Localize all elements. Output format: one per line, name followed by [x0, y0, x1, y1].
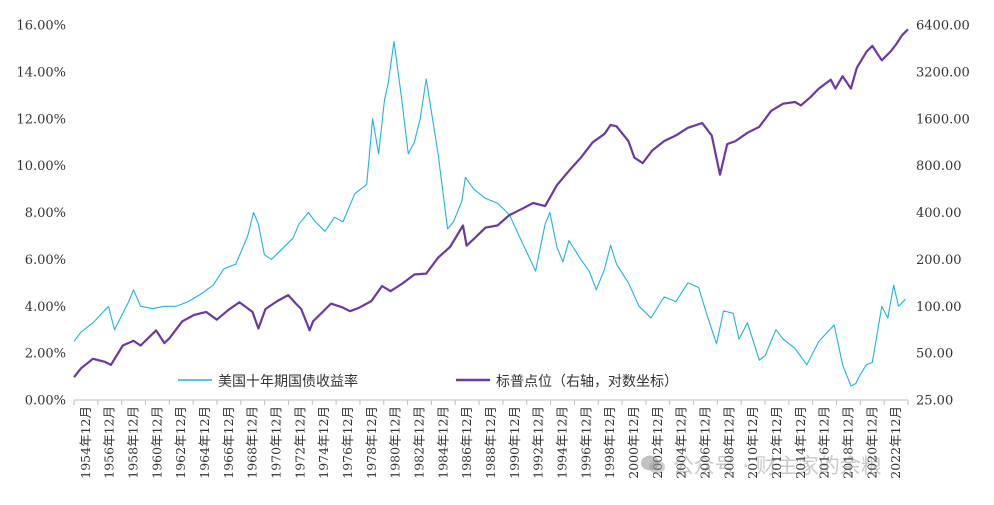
left-tick-label: 0.00% — [25, 394, 66, 409]
series-line-treasury-yield — [73, 40, 906, 387]
x-tick-label: 1972年12月 — [292, 406, 307, 479]
legend: 美国十年期国债收益率 标普点位（右轴，对数坐标） — [178, 373, 678, 390]
x-tick-label: 1994年12月 — [554, 406, 569, 479]
x-tick-label: 1980年12月 — [388, 406, 403, 479]
x-tick-label: 1986年12月 — [459, 406, 474, 479]
x-tick-label: 1988年12月 — [483, 406, 498, 479]
right-tick-label: 6400.00 — [916, 19, 970, 34]
right-tick-label: 25.00 — [916, 394, 953, 409]
x-tick-label: 1960年12月 — [149, 406, 164, 479]
x-tick-label: 1956年12月 — [102, 406, 117, 479]
right-tick-label: 3200.00 — [916, 65, 970, 80]
x-tick-label: 1982年12月 — [412, 406, 427, 479]
x-tick-label: 2004年12月 — [674, 406, 689, 479]
x-tick-label: 1968年12月 — [245, 406, 260, 479]
x-tick-label: 1984年12月 — [435, 406, 450, 479]
legend-label-treasury-yield: 美国十年期国债收益率 — [218, 373, 358, 390]
x-tick-label: 1996年12月 — [578, 406, 593, 479]
watermark-text: 公众号 · 财主家的余粮 — [672, 454, 882, 478]
left-tick-label: 14.00% — [16, 65, 66, 80]
left-tick-label: 4.00% — [25, 300, 66, 315]
x-tick-label: 2018年12月 — [840, 406, 855, 479]
wechat-icon — [640, 454, 666, 476]
left-tick-label: 16.00% — [16, 19, 66, 34]
x-tick-label: 1954年12月 — [78, 406, 93, 479]
plot-area — [73, 28, 909, 387]
x-tick-label: 2012年12月 — [769, 406, 784, 479]
x-tick-label: 1962年12月 — [173, 406, 188, 479]
right-tick-label: 400.00 — [916, 206, 962, 221]
legend-label-sp500: 标普点位（右轴，对数坐标） — [496, 374, 678, 390]
x-tick-label: 1966年12月 — [221, 406, 236, 479]
left-tick-label: 12.00% — [16, 112, 66, 127]
series-line-sp500 — [73, 28, 909, 378]
x-tick-label: 2014年12月 — [793, 406, 808, 479]
x-tick-label: 2022年12月 — [888, 406, 903, 479]
x-tick-label: 2000年12月 — [626, 406, 641, 479]
left-tick-label: 10.00% — [16, 159, 66, 174]
x-axis: 1954年12月 1956年12月 1958年12月 1960年12月 1962年12月… — [73, 399, 909, 479]
x-tick-label: 1958年12月 — [126, 406, 141, 479]
x-tick-label: 2010年12月 — [745, 406, 760, 479]
left-axis: 0.00% 2.00% 4.00% 6.00% 8.00% 10.00% 12.00% 14.… — [16, 19, 66, 409]
watermark: 公众号 · 财主家的余粮 — [640, 450, 882, 480]
x-tick-label: 1990年12月 — [507, 406, 522, 479]
x-tick-label: 1998年12月 — [602, 406, 617, 479]
right-axis: 25.00 50.00 100.00 200.00 400.00 800.00 1600.0… — [916, 19, 970, 409]
left-tick-label: 2.00% — [25, 347, 66, 362]
x-tick-label: 1992年12月 — [531, 406, 546, 479]
x-tick-label: 1978年12月 — [364, 406, 379, 479]
x-tick-label: 2016年12月 — [817, 406, 832, 479]
left-tick-label: 8.00% — [25, 206, 66, 221]
right-tick-label: 50.00 — [916, 347, 953, 362]
right-tick-label: 200.00 — [916, 253, 962, 268]
x-tick-label: 2006年12月 — [697, 406, 712, 479]
x-tick-label: 2002年12月 — [650, 406, 665, 479]
x-tick-label: 2008年12月 — [721, 406, 736, 479]
x-tick-label: 1976年12月 — [340, 406, 355, 479]
x-tick-label: 1974年12月 — [316, 406, 331, 479]
x-tick-label: 1964年12月 — [197, 406, 212, 479]
x-tick-label: 2020年12月 — [864, 406, 879, 479]
left-tick-label: 6.00% — [25, 253, 66, 268]
right-tick-label: 1600.00 — [916, 112, 970, 127]
x-tick-label: 1970年12月 — [269, 406, 284, 479]
right-tick-label: 100.00 — [916, 300, 962, 315]
right-tick-label: 800.00 — [916, 159, 962, 174]
